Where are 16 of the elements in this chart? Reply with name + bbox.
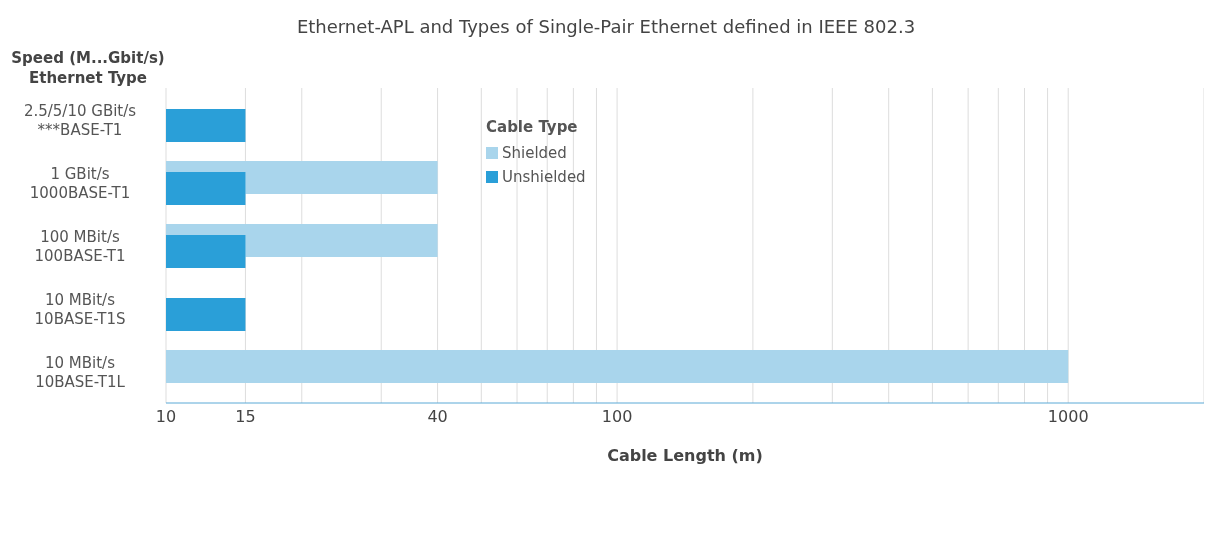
x-axis-title: Cable Length (m) bbox=[607, 446, 763, 465]
x-tick-label: 100 bbox=[601, 407, 633, 427]
x-tick-label: 15 bbox=[235, 407, 256, 427]
y-tick-label: 2.5/5/10 GBit/s ***BASE-T1 bbox=[23, 101, 137, 139]
legend-label: Unshielded bbox=[501, 168, 587, 186]
x-tick-label: 10 bbox=[155, 407, 177, 427]
y-axis-title: Speed (M...Gbit/s) Ethernet Type bbox=[10, 48, 166, 88]
chart-title: Ethernet-APL and Types of Single-Pair Ethernet defined in IEEE 802.3 bbox=[295, 16, 917, 37]
y-tick-label: 1 GBit/s 1000BASE-T1 bbox=[29, 164, 131, 202]
legend-label: Shielded bbox=[501, 144, 568, 162]
y-tick-label: 10 MBit/s 10BASE-T1L bbox=[35, 353, 126, 391]
y-tick-label: 10 MBit/s 10BASE-T1S bbox=[34, 290, 126, 328]
y-tick-label: 100 MBit/s 100BASE-T1 bbox=[34, 227, 126, 265]
x-tick-label: 1000 bbox=[1047, 407, 1089, 427]
legend-title: Cable Type bbox=[486, 118, 579, 136]
x-tick-label: 40 bbox=[427, 407, 448, 427]
